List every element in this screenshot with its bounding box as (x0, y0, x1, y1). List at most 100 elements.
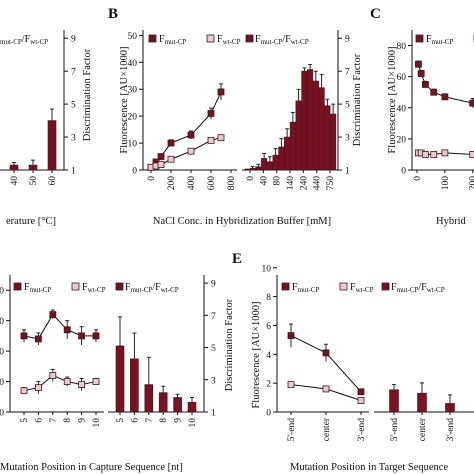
panel-b-mut-point (217, 88, 225, 96)
panel-c-mut-point (441, 93, 449, 101)
panel-b-wt-point (217, 134, 225, 142)
panel-e-right-legend-ratio-label: Fmut-CP/Fwt-CP (391, 282, 445, 294)
panel-b-right-xtick-label: 440 (313, 176, 323, 191)
panel-c-legend-mut-swatch (415, 34, 424, 43)
panel-e-left-xtick-label: 5'-end (287, 418, 297, 442)
panel-b-wt-point (157, 161, 165, 169)
panel-d-right-ytick-label: 1 (211, 409, 216, 419)
panel-b-left-ytick-label: 0 (132, 167, 137, 177)
panel-c-legend-mut-sub: mut-CP (432, 38, 454, 46)
panel-b-right-bar (249, 168, 256, 171)
panel-b-left-legend-mut-swatch (148, 34, 157, 43)
panel-b-left-xtick-label: 800 (227, 176, 237, 191)
panel-b-right-legend-ratio-slash: /F (282, 34, 291, 45)
panel-b-right-ytick-label: 7 (345, 68, 350, 78)
panel-d-right-legend-ratio-swatch (115, 282, 124, 291)
panel-a-legend-slash: /F (22, 34, 31, 45)
panel-a-legend-label: mut-CP/Fwt-CP (0, 34, 48, 46)
panel-d-mut-point (20, 332, 28, 340)
panel-d-left-legend-wt-swatch (71, 282, 80, 291)
panel-d-left-legend-mut-sub: mut-CP (30, 286, 52, 294)
panel-e-right-bar (417, 392, 427, 413)
panel-b-right-bar (318, 87, 325, 171)
panel-a-legend-mut: mut-CP (0, 38, 22, 46)
panel-d-mut-point (35, 335, 42, 343)
panel-e-right-legend-ratio-slash: /F (418, 282, 427, 293)
panel-b-left-xtick-label: 600 (207, 176, 217, 191)
panel-e-left-legend-mut-swatch (281, 282, 290, 291)
panel-b-right-xtick-label: 80 (273, 176, 283, 186)
panel-e-mut-point (287, 332, 295, 339)
panel-b-right-xtick-label: 240 (299, 176, 309, 191)
panel-d-right-legend-ratio-wt: wt-CP (161, 286, 179, 294)
panel-d-left-legend-wt-label: Fwt-CP (82, 282, 106, 294)
panel-b-right-bar (295, 100, 302, 171)
panel-e-right-legend-ratio-mut: mut-CP (397, 286, 419, 294)
panel-c-xtick-label: 200 (469, 176, 474, 191)
panel-b-left-xtick-label: 400 (187, 176, 197, 191)
panel-e-right-xtick-label: 5'-end (390, 418, 400, 442)
panel-d-right-legend-ratio-mut: mut-CP (131, 286, 153, 294)
panel-a-legend-wt: wt-CP (30, 38, 48, 46)
panel-b-left-legend-wt-label: Fwt-CP (217, 34, 241, 46)
panel-d-right-legend-ratio-label: Fmut-CP/Fwt-CP (125, 282, 179, 294)
panel-b-left-ytick-label: 20 (128, 113, 138, 123)
panel-e-left-legend-wt-sub: wt-CP (356, 286, 374, 294)
panel-a-bar (9, 164, 19, 171)
panel-b-right-legend-ratio-label: Fmut-CP/Fwt-CP (255, 34, 309, 46)
panel-d-left-xtick-label: 7 (49, 418, 59, 423)
panel-e-left-ytick-label: 6 (266, 322, 271, 332)
panel-e-xlabel: Mutation Position in Target Sequence (290, 462, 448, 473)
panel-b-right-bar (255, 166, 262, 171)
panel-a-ytick-label: 5 (71, 101, 76, 111)
panel-a-xtick-label: 60 (48, 176, 58, 186)
panel-b-left-legend-mut-sub: mut-CP (165, 38, 187, 46)
panel-e-left-legend-wt-label: Fwt-CP (350, 282, 374, 294)
panel-d-ylabel-right: Discrimination Factor (224, 298, 235, 391)
panel-a-xlabel: erature [°C] (6, 216, 56, 227)
panel-e-left-ytick-label: 10 (262, 264, 272, 274)
panel-e-left-legend-mut-sub: mut-CP (298, 286, 320, 294)
panel-b-right-bar (312, 80, 319, 171)
panel-b-left-legend-mut-label: Fmut-CP (159, 34, 186, 46)
panel-b-right-bar (266, 161, 273, 171)
panel-b-left-ytick-label: 40 (128, 59, 138, 69)
panel-b-right-bar (307, 69, 314, 171)
panel-c-ytick-label: 80 (397, 42, 407, 52)
panel-d-right-xtick-label: 9 (174, 418, 184, 423)
panel-e-right-xtick-label: 3'-end (446, 418, 456, 442)
panel-d-wt-point (63, 378, 71, 385)
panel-a-xtick-label: 50 (29, 176, 39, 186)
panel-e-right-bar (445, 403, 455, 413)
panel-d-right-ytick-label: 9 (211, 280, 216, 290)
panel-d-right-bar (158, 392, 168, 413)
panel-b-left-ytick-label: 30 (128, 86, 138, 96)
panel-b-wt-point (207, 136, 215, 144)
panel-e-left-legend-mut-label: Fmut-CP (292, 282, 319, 294)
panel-c-mut-point (430, 88, 438, 96)
panel-b-mut-point (157, 153, 165, 160)
panel-d-right-bar (187, 402, 197, 413)
panel-c-ytick-label: 20 (397, 135, 407, 145)
panel-b-right-legend-ratio-wt: wt-CP (291, 38, 309, 46)
panel-b-ylabel: Fluorescence [AU×1000] (119, 46, 130, 153)
panel-e-ylabel: Fluorescence [AU×1000] (251, 301, 262, 408)
panel-b-right-bar (284, 136, 291, 171)
panel-e-left-ytick-label: 8 (266, 293, 271, 303)
panel-d-left-ytick-label: 40 (0, 287, 4, 297)
panel-b-right-xtick-label: 140 (286, 176, 296, 191)
panel-d-right-legend-ratio-slash: /F (152, 282, 161, 293)
panel-d-left-legend-mut-swatch (13, 282, 22, 291)
panel-d-mut-point (78, 332, 85, 340)
panel-a-ytick-label: 1 (71, 167, 76, 177)
panel-a-xtick-label: 40 (10, 176, 20, 186)
panel-d-right-bar (144, 384, 154, 413)
panel-d-right-xtick-label: 5 (116, 418, 126, 423)
panel-a-ylabel-right: Discrimination Factor (82, 48, 93, 141)
panel-b-right-legend-ratio-swatch (245, 34, 254, 43)
panel-b-wt-point (187, 147, 195, 155)
panel-c-xtick-label: 0 (413, 176, 423, 181)
panel-e-wt-point (322, 385, 330, 393)
